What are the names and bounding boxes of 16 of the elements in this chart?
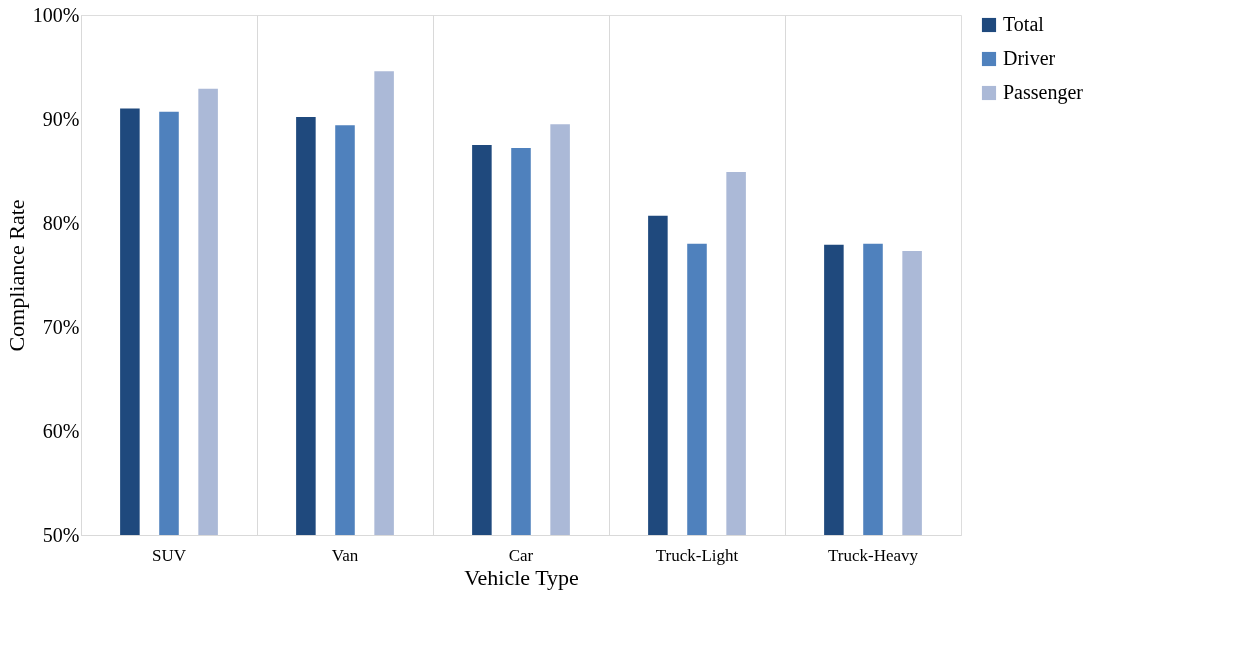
x-tick-label: Van bbox=[331, 545, 359, 565]
y-tick-label: 60% bbox=[42, 419, 80, 442]
x-tick-label: Car bbox=[508, 545, 534, 565]
x-axis-title: Vehicle Type bbox=[464, 564, 579, 590]
legend-label: Driver bbox=[1003, 47, 1056, 69]
x-tick-label: Truck-Light bbox=[655, 545, 739, 565]
x-tick-label: SUV bbox=[151, 545, 187, 565]
x-tick-label: Truck-Heavy bbox=[827, 545, 919, 565]
y-tick-label: 80% bbox=[42, 211, 80, 234]
y-tick-label: 50% bbox=[42, 523, 80, 546]
legend-label: Total bbox=[1003, 13, 1045, 35]
y-tick-label: 70% bbox=[42, 315, 80, 338]
y-tick-label: 90% bbox=[42, 107, 80, 130]
y-axis-title: Compliance Rate bbox=[3, 199, 29, 352]
y-tick-label: 100% bbox=[32, 3, 80, 26]
legend-label: Passenger bbox=[1003, 81, 1084, 104]
